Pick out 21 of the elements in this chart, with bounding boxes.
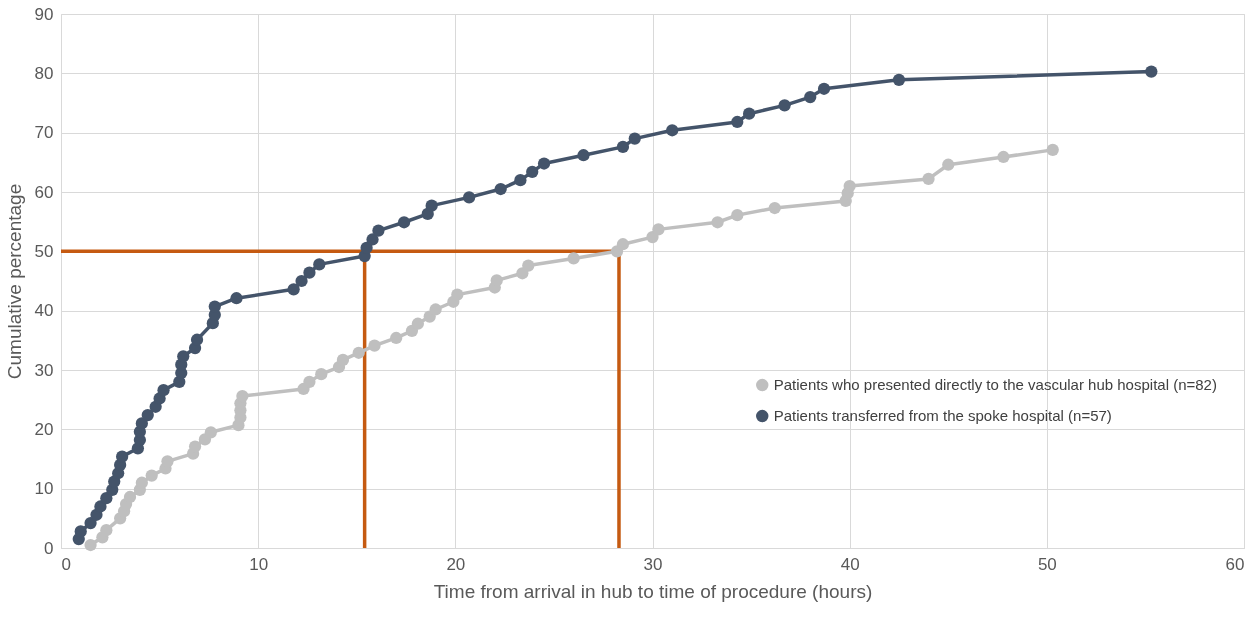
- x-tick-label: 20: [446, 554, 466, 574]
- x-axis-title: Time from arrival in hub to time of procedure (hours): [433, 580, 873, 602]
- y-tick-label: 20: [34, 419, 54, 439]
- y-tick-label: 40: [34, 301, 54, 321]
- x-tick-label: 0: [61, 554, 71, 574]
- y-tick-label: 30: [34, 360, 54, 380]
- x-tick-label: 50: [1037, 554, 1057, 574]
- y-tick-label: 60: [34, 182, 54, 202]
- legend-label: Patients transferred from the spoke hospital (n=57): [773, 407, 1112, 425]
- x-tick-label: 30: [643, 554, 663, 574]
- y-tick-label: 10: [34, 479, 54, 499]
- x-tick-label: 40: [840, 554, 860, 574]
- legend-label: Patients who presented directly to the vascular hub hospital (n=82): [773, 376, 1217, 394]
- x-tick-label: 60: [1225, 554, 1245, 574]
- y-tick-label: 80: [34, 63, 54, 83]
- y-tick-label: 70: [34, 123, 54, 143]
- y-axis-title: Cumulative percentage: [3, 183, 25, 380]
- y-tick-label: 90: [34, 4, 54, 24]
- y-tick-label: 0: [44, 538, 54, 558]
- y-tick-label: 50: [34, 241, 54, 261]
- x-tick-label: 10: [249, 554, 269, 574]
